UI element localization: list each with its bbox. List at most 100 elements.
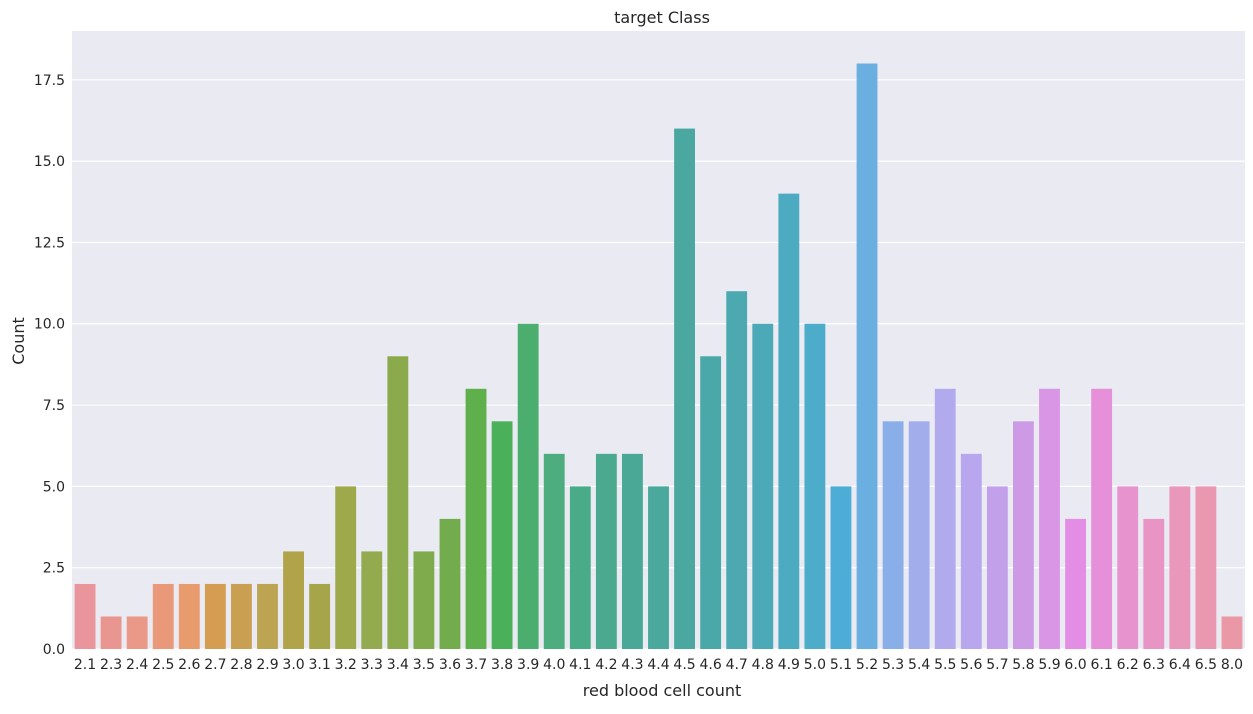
bar [986,486,1008,649]
bar [465,388,487,649]
bar [204,583,226,649]
bar [1039,388,1060,649]
x-tick-label: 2.1 [74,657,96,673]
bar [778,193,800,649]
x-tick-label: 4.6 [700,657,722,673]
bar [126,616,148,649]
x-tick-label: 4.8 [752,657,774,673]
x-tick-labels: 2.1 2.3 2.4 2.5 2.6 2.7 2.8 2.9 3.0 3.1 3.2 3.3 3.4 3… [74,657,1243,673]
bar [1117,486,1139,649]
x-tick-label: 6.2 [1117,657,1139,673]
x-tick-label: 4.0 [543,657,565,673]
x-tick-label: 5.6 [960,657,982,673]
x-tick-label: 5.4 [908,657,930,673]
bar [1195,486,1217,649]
bar [1221,616,1243,649]
bar [1065,518,1086,649]
y-tick-label: 0.0 [43,642,65,658]
y-tick-label: 10.0 [34,317,65,333]
x-tick-label: 3.2 [335,657,357,673]
x-tick-label: 3.3 [361,657,383,673]
x-tick-label: 6.4 [1169,657,1191,673]
bar [1091,388,1113,649]
bar [257,583,278,649]
x-tick-label: 5.5 [934,657,956,673]
x-tick-label: 5.8 [1012,657,1034,673]
x-tick-label: 4.2 [595,657,617,673]
y-tick-label: 17.5 [34,73,65,89]
x-tick-label: 4.3 [621,657,643,673]
bar [361,551,383,649]
bar [700,356,722,649]
bar [152,583,174,649]
bar [178,583,200,649]
x-tick-label: 2.8 [230,657,252,673]
bar [1143,518,1165,649]
x-tick-label: 2.3 [100,657,122,673]
x-tick-label: 4.4 [647,657,669,673]
x-tick-label: 3.6 [439,657,461,673]
y-tick-label: 15.0 [34,154,65,170]
x-tick-label: 2.6 [178,657,200,673]
x-tick-label: 3.1 [309,657,331,673]
bar [960,453,982,649]
x-tick-label: 4.5 [673,657,695,673]
x-tick-label: 4.7 [726,657,748,673]
bar [726,291,748,649]
x-tick-label: 5.7 [986,657,1008,673]
x-tick-label: 5.0 [804,657,826,673]
x-tick-label: 3.0 [282,657,304,673]
x-tick-label: 5.1 [830,657,852,673]
x-tick-label: 3.4 [387,657,409,673]
x-tick-label: 6.1 [1091,657,1113,673]
x-tick-label: 3.7 [465,657,487,673]
bar [856,63,878,650]
y-axis-label: Count [9,317,28,365]
bar [1169,486,1191,649]
x-axis-label: red blood cell count [583,681,742,700]
bar [569,486,591,649]
y-tick-label: 7.5 [43,398,65,414]
x-tick-label: 3.8 [491,657,513,673]
x-tick-label: 6.5 [1195,657,1217,673]
bars [74,63,1243,650]
bar [517,323,539,649]
y-tick-label: 5.0 [43,479,65,495]
bar [335,486,357,649]
bar [231,583,252,649]
bar [908,421,930,649]
x-tick-label: 2.7 [204,657,226,673]
x-tick-label: 4.9 [778,657,800,673]
bar [439,518,461,649]
bar [804,323,826,649]
bar [622,453,643,649]
x-tick-label: 3.5 [413,657,435,673]
x-tick-label: 4.1 [569,657,591,673]
x-tick-label: 2.5 [152,657,174,673]
bar [413,551,435,649]
bar [309,583,331,649]
bar [752,323,774,649]
x-tick-label: 5.2 [856,657,878,673]
bar [100,616,122,649]
bar [283,551,304,649]
x-tick-label: 2.9 [256,657,278,673]
bar [1013,421,1034,649]
x-tick-label: 5.9 [1038,657,1060,673]
bar [387,356,409,649]
bar [648,486,669,649]
x-tick-label: 2.4 [126,657,148,673]
bar [882,421,904,649]
bar [543,453,565,649]
x-tick-label: 6.0 [1064,657,1086,673]
bar [934,388,956,649]
y-tick-labels: 0.0 2.5 5.0 7.5 10.0 12.5 15.0 17.5 [34,73,65,658]
bar [491,421,513,649]
bar [674,128,695,649]
bar [830,486,852,649]
x-tick-label: 8.0 [1221,657,1243,673]
bar [74,583,96,649]
y-tick-label: 2.5 [43,561,65,577]
